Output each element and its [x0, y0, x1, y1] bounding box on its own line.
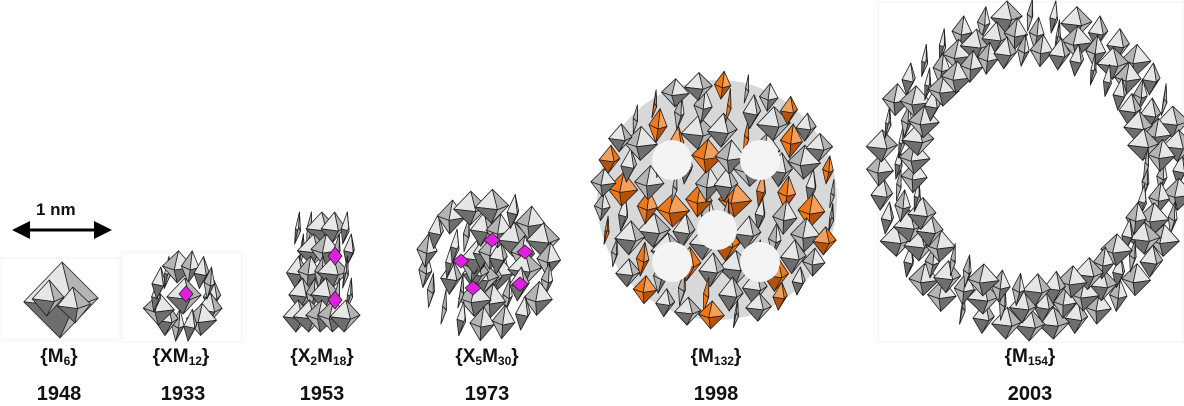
octahedron-face [1133, 280, 1150, 295]
octahedron-face [344, 251, 354, 266]
orange-octahedron-face [709, 316, 725, 329]
formula-label-x5m30: {X5M30} [397, 346, 577, 368]
keplerate-pore [740, 140, 780, 180]
octahedron-face [502, 323, 515, 339]
scale-arrow [12, 221, 112, 239]
octahedron-face [939, 296, 956, 311]
octahedron-face [198, 320, 217, 335]
octahedron-face [536, 299, 553, 315]
formula-label-m132: {M132} [626, 346, 806, 368]
octahedron-face [992, 324, 1012, 339]
octahedron-face [812, 263, 825, 276]
m154-wheel-cluster [866, 0, 1184, 341]
x5m30-preyssler-cluster [417, 189, 561, 340]
keplerate-pore [697, 210, 737, 250]
xm12-keggin-cluster [143, 251, 222, 341]
m132-keplerate-cluster [591, 71, 837, 329]
formula-label-x2m18: {X2M18} [232, 346, 412, 368]
keplerate-pore [652, 140, 692, 180]
octahedron-face [986, 59, 998, 74]
m6-octahedron-cluster [24, 262, 98, 338]
octahedron-face [1159, 156, 1175, 171]
keplerate-pore [740, 242, 780, 282]
octahedron-face [970, 67, 983, 82]
x2m18-dawson-cluster [283, 212, 360, 332]
keplerate-pore [652, 242, 692, 282]
octahedron-face [675, 312, 693, 325]
octahedron-face [480, 325, 494, 341]
formula-label-m154: {M154} [940, 346, 1120, 368]
octahedron-face [1096, 309, 1111, 324]
octahedron-face [1015, 326, 1035, 341]
scale-bar-label: 1 nm [36, 200, 76, 220]
